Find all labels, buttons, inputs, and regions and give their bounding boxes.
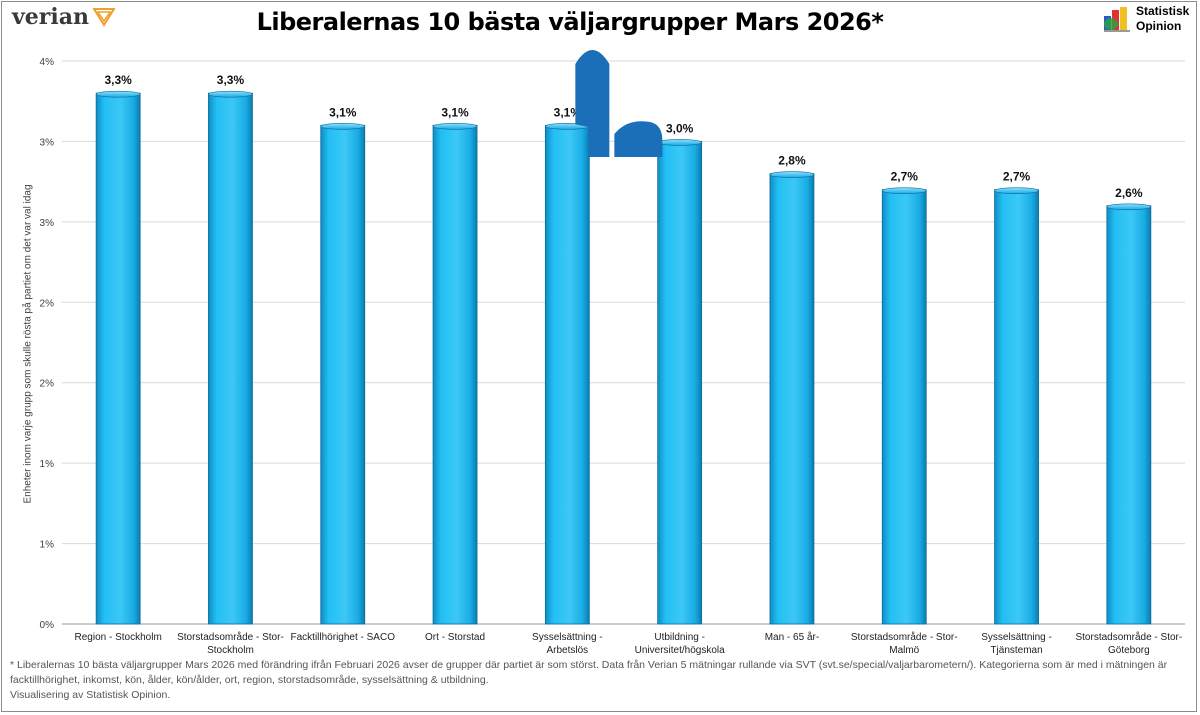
verian-logo-text: verian [12,4,89,30]
y-tick-label: 3% [40,218,55,229]
x-tick-label: Facktillhörighet - SACO [291,632,396,643]
y-tick-label: 2% [40,379,55,390]
bar-cap [432,123,478,130]
bar-cap [320,123,366,130]
data-label: 3,3% [104,73,132,87]
y-tick-label: 4% [40,57,55,68]
verian-logo: verian [12,4,115,30]
x-tick-label: Region - Stockholm [75,632,162,643]
bar [544,124,590,625]
bar [95,92,141,625]
data-label: 3,3% [217,73,245,87]
y-tick-label: 0% [40,620,55,631]
y-tick-label: 1% [40,459,55,470]
data-label: 3,0% [666,121,694,135]
data-label: 3,1% [329,105,357,119]
y-tick-label: 3% [40,137,55,148]
bar-cap [1106,203,1152,211]
statistisk-opinion-logo-icon [1104,7,1130,32]
bar-cap [994,187,1039,194]
logo-text-line1: Statistisk [1136,4,1190,18]
statistisk-opinion-logo: Statistisk Opinion [1102,4,1189,34]
change-up-arrow-icon [575,50,663,157]
data-label: 3,1% [441,105,469,119]
bar [769,173,815,625]
bar-cap [769,171,815,178]
bar [208,92,253,625]
bar-cap [95,90,141,98]
chart-title: Liberalernas 10 bästa väljargrupper Mars… [256,8,884,36]
footnote-text: * Liberalernas 10 bästa väljargrupper Ma… [10,659,1168,686]
footnote: * Liberalernas 10 bästa väljargrupper Ma… [10,658,1192,703]
footnote-credit: Visualisering av Statistisk Opinion. [10,689,171,701]
data-label: 2,6% [1115,186,1143,200]
y-tick-label: 1% [40,540,55,551]
y-axis-label: Enheter inom varje grupp som skulle röst… [22,184,34,504]
data-label: 3,1% [554,105,582,119]
y-tick-label: 2% [40,298,55,309]
x-tick-label: Sysselsättning -Arbetslös [532,632,603,656]
x-tick-label: Storstadsområde - Stor-Göteborg [1075,631,1182,656]
verian-triangle-logo-icon [92,8,115,27]
logo-text-line2: Opinion [1136,19,1182,33]
x-tick-label: Man - 65 år- [765,631,819,643]
data-label: 2,7% [1003,170,1031,184]
x-tick-label: Sysselsättning -Tjänsteman [981,632,1052,656]
x-tick-label: Ort - Storstad [425,632,485,643]
bar [657,141,703,625]
bar-cap [657,139,702,146]
x-tick-label: Utbildning -Universitet/högskola [635,632,725,656]
data-label: 2,8% [778,154,806,168]
x-tick-label: Storstadsområde - Stor-Stockholm [177,631,284,656]
x-tick-label: Storstadsområde - Stor-Malmö [851,631,958,656]
bar-cap [208,90,253,98]
data-label: 2,7% [891,170,919,184]
bar [994,189,1039,625]
bar [881,189,927,625]
bar [1106,205,1152,625]
bar-cap [881,187,927,194]
bar [432,124,478,625]
bar [320,124,366,625]
